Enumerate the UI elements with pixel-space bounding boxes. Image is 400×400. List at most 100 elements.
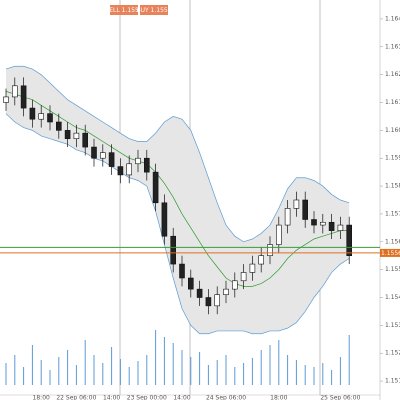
price-label-box <box>380 248 400 257</box>
candle-body <box>240 272 247 282</box>
volume-bar <box>40 360 42 385</box>
x-tick-label: 23 Sep 00:00 <box>127 395 167 400</box>
volume-bar <box>23 367 25 385</box>
y-tick-label: 1.1580 <box>385 183 400 190</box>
volume-bar <box>269 345 271 385</box>
candle-body <box>64 130 71 140</box>
candle-body <box>126 163 132 176</box>
candle-body <box>55 121 62 131</box>
candle-body <box>29 107 36 120</box>
candle-body <box>319 221 326 226</box>
volume-bar <box>137 361 139 385</box>
volume-bar <box>163 337 165 385</box>
candle-body <box>47 113 53 123</box>
y-tick-label: 1.1610 <box>385 99 400 106</box>
candle-body <box>214 294 220 307</box>
candle-body <box>161 202 168 237</box>
candle-body <box>100 152 106 159</box>
y-tick-label: 1.1530 <box>385 322 400 329</box>
y-tick-label: 1.1510 <box>385 378 400 385</box>
candle-body <box>91 146 97 159</box>
candle-body <box>144 157 150 173</box>
volume-bar <box>287 355 289 385</box>
x-tick-label: 22 Sep 06:00 <box>56 395 96 400</box>
y-tick-label: 1.1540 <box>385 294 400 301</box>
volume-bar <box>172 343 174 385</box>
volume-bar <box>304 365 306 385</box>
volume-bar <box>49 370 51 385</box>
candle-body <box>249 263 256 273</box>
candle-body <box>170 235 176 265</box>
volume-bar <box>199 352 201 385</box>
volume-bar <box>260 350 262 385</box>
candle-body <box>205 297 212 307</box>
y-tick-label: 1.1630 <box>385 43 400 50</box>
sell-text: SELL 1.1556 <box>105 7 142 14</box>
x-tick-label: 24 Sep 06:00 <box>206 395 246 400</box>
volume-bar <box>348 335 350 385</box>
candle-body <box>188 277 194 290</box>
x-tick-label: 18:00 <box>33 395 50 400</box>
volume-bar <box>331 370 333 385</box>
band-upper <box>5 65 350 243</box>
candle-body <box>196 288 203 298</box>
y-tick-label: 1.1620 <box>385 71 400 78</box>
y-tick-label: 1.1570 <box>385 210 400 217</box>
volume-bar <box>234 367 236 385</box>
candle-body <box>311 219 317 226</box>
y-tick-label: 1.1560 <box>385 238 400 245</box>
volume-bar <box>58 357 60 385</box>
volume-bar <box>313 367 315 385</box>
y-tick-label: 1.1590 <box>385 155 400 162</box>
candle-body <box>12 85 18 98</box>
volume-bar <box>243 363 245 385</box>
candle-body <box>337 224 344 231</box>
volume-bar <box>146 355 148 385</box>
x-tick-label: 14:00 <box>173 395 190 400</box>
candle-body <box>293 199 300 209</box>
candle-body <box>258 255 265 265</box>
candle-body <box>302 199 309 220</box>
volume-bar <box>155 330 157 385</box>
candle-body <box>108 152 115 167</box>
volume-bar <box>216 360 218 385</box>
band-lower <box>5 113 350 335</box>
volume-bar <box>102 363 104 385</box>
y-tick-label: 1.1520 <box>385 350 400 357</box>
y-tick-label: 1.1640 <box>385 15 400 22</box>
candle-body <box>275 224 282 245</box>
candle-body <box>3 96 9 103</box>
volume-bar <box>75 365 77 385</box>
candle-body <box>152 171 159 204</box>
volume-bar <box>190 357 192 385</box>
candle-body <box>73 132 80 140</box>
candle-body <box>328 221 335 231</box>
volume-bar <box>207 365 209 385</box>
volume-bar <box>322 363 324 385</box>
volume-bar <box>84 340 86 385</box>
price-label: 1.1556 <box>381 250 400 257</box>
candle-body <box>38 113 45 120</box>
candle-body <box>20 85 27 109</box>
candle-body <box>117 166 124 176</box>
candle-body <box>267 244 273 257</box>
volume-bar <box>5 363 7 385</box>
buy-badge[interactable] <box>140 5 168 15</box>
volume-bar <box>119 359 121 385</box>
candle-body <box>284 208 291 226</box>
volume-bar <box>339 357 341 385</box>
candle-body <box>232 280 238 290</box>
buy-text: BUY 1.1558 <box>136 7 171 14</box>
volume-bar <box>14 355 16 385</box>
candle-body <box>179 263 185 279</box>
candle-body <box>346 224 353 257</box>
volume-bar <box>181 350 183 385</box>
volume-bar <box>31 345 33 385</box>
candle-body <box>135 157 141 165</box>
y-tick-label: 1.1600 <box>385 127 400 134</box>
sell-badge[interactable] <box>110 5 138 15</box>
volume-bar <box>111 347 113 385</box>
candle-body <box>223 288 229 296</box>
band-middle <box>5 91 350 287</box>
